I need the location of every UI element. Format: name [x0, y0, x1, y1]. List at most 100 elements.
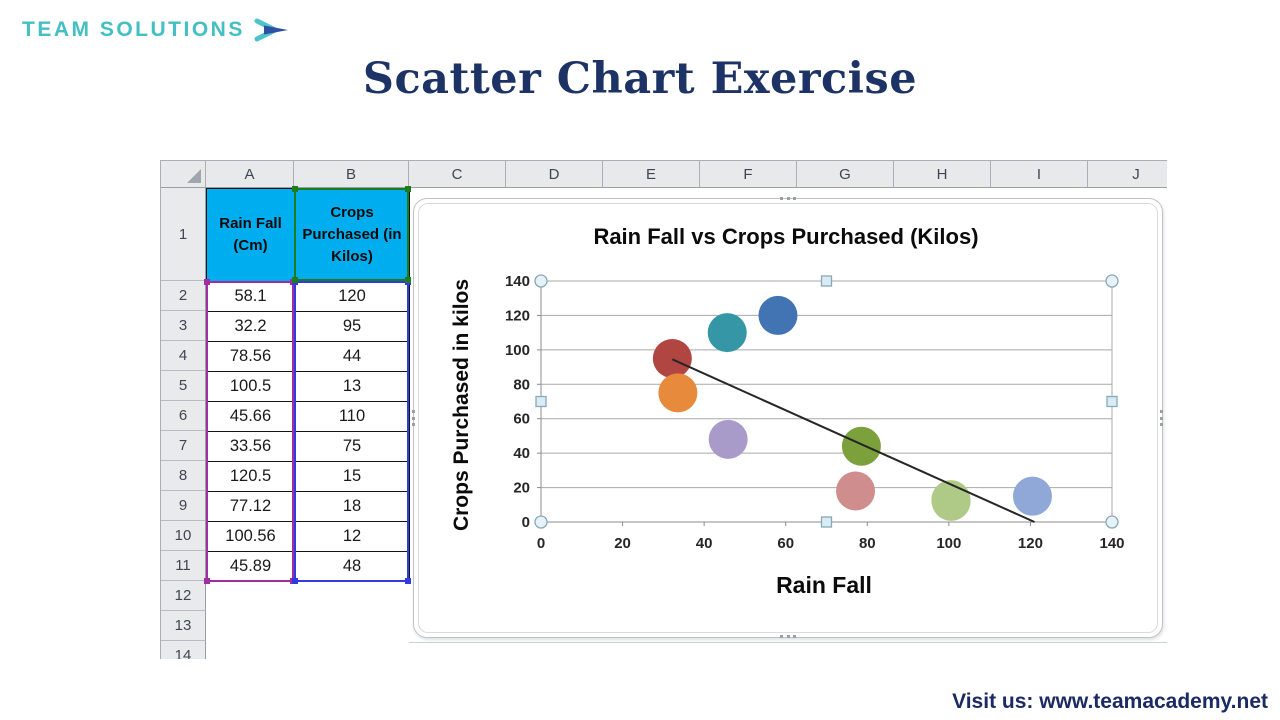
table-cell[interactable]: 15 — [294, 461, 410, 492]
plot-corner-handle[interactable] — [1105, 515, 1119, 529]
row-header-4[interactable]: 4 — [161, 341, 206, 371]
y-tick-label: 100 — [505, 342, 530, 359]
row-header-12[interactable]: 12 — [161, 581, 206, 611]
x-tick-label: 100 — [936, 535, 961, 552]
x-tick-label: 20 — [614, 535, 631, 552]
table-cell[interactable]: 12 — [294, 521, 410, 552]
select-all-triangle-icon — [187, 169, 201, 183]
data-point[interactable] — [841, 426, 881, 466]
table-header-cell[interactable]: Rain Fall (Cm) — [206, 188, 295, 282]
table-cell[interactable]: 48 — [294, 551, 410, 582]
chart-object[interactable]: 0 20 40 60 80 100 120 140 0 20 40 60 80 100 120 140 Rain… — [412, 197, 1164, 639]
data-point[interactable] — [652, 338, 692, 378]
row-header-9[interactable]: 9 — [161, 491, 206, 521]
y-tick-label: 140 — [505, 273, 530, 290]
select-all-corner[interactable] — [161, 161, 206, 188]
table-cell[interactable]: 13 — [294, 371, 410, 402]
data-point[interactable] — [707, 313, 747, 353]
data-point[interactable] — [658, 373, 698, 413]
data-point[interactable] — [708, 419, 748, 459]
row-header-6[interactable]: 6 — [161, 401, 206, 431]
column-header-j[interactable]: J — [1088, 161, 1167, 188]
column-header-e[interactable]: E — [603, 161, 700, 188]
table-cell[interactable]: 18 — [294, 491, 410, 522]
data-point[interactable] — [931, 481, 971, 521]
table-cell[interactable]: 32.2 — [206, 311, 295, 342]
plot-corner-handle[interactable] — [1105, 274, 1119, 288]
scatter-chart[interactable]: 0 20 40 60 80 100 120 140 0 20 40 60 80 100 120 140 Rain… — [414, 199, 1164, 639]
chart-resize-grip-right[interactable] — [1160, 410, 1163, 426]
table-cell[interactable]: 45.89 — [206, 551, 295, 582]
row-header-7[interactable]: 7 — [161, 431, 206, 461]
column-header-d[interactable]: D — [506, 161, 603, 188]
row-header-14[interactable]: 14 — [161, 641, 206, 659]
row-header-11[interactable]: 11 — [161, 551, 206, 581]
y-tick-label: 0 — [522, 514, 530, 531]
row-header-column: 1 2 3 4 5 6 7 8 9 10 11 12 13 14 — [161, 188, 206, 659]
table-cell[interactable]: 120 — [294, 281, 410, 312]
x-axis-title: Rain Fall — [776, 572, 872, 598]
table-cell[interactable]: 58.1 — [206, 281, 295, 312]
table-cell[interactable]: 77.12 — [206, 491, 295, 522]
table-cell[interactable]: 44 — [294, 341, 410, 372]
plot-edge-handle[interactable] — [820, 275, 833, 287]
plot-edge-handle[interactable] — [535, 395, 547, 408]
column-header-i[interactable]: I — [991, 161, 1088, 188]
x-tick-label: 60 — [777, 535, 794, 552]
x-tick-label: 40 — [696, 535, 713, 552]
column-header-h[interactable]: H — [894, 161, 991, 188]
data-point[interactable] — [1012, 476, 1052, 516]
row-header-2[interactable]: 2 — [161, 281, 206, 311]
y-tick-label: 80 — [513, 376, 530, 393]
chart-resize-grip-left[interactable] — [412, 410, 415, 426]
column-header-g[interactable]: G — [797, 161, 894, 188]
trendline[interactable] — [671, 358, 1035, 523]
page-title: Scatter Chart Exercise — [362, 54, 918, 104]
table-cell[interactable]: 100.56 — [206, 521, 295, 552]
data-point[interactable] — [836, 471, 876, 511]
column-header-a[interactable]: A — [206, 161, 294, 188]
table-cell[interactable]: 110 — [294, 401, 410, 432]
table-cell[interactable]: 120.5 — [206, 461, 295, 492]
data-point[interactable] — [758, 295, 798, 335]
column-header-b[interactable]: B — [294, 161, 409, 188]
brand-logo: TEAM SOLUTIONS — [22, 14, 293, 46]
brand-name: TEAM SOLUTIONS — [22, 18, 245, 41]
table-cell[interactable]: 95 — [294, 311, 410, 342]
table-cell[interactable]: 100.5 — [206, 371, 295, 402]
x-tick-label: 140 — [1099, 535, 1124, 552]
y-tick-label: 60 — [513, 411, 530, 428]
table-cell[interactable]: 33.56 — [206, 431, 295, 462]
sheet-gridline — [409, 642, 1167, 643]
footer-link: Visit us: www.teamacademy.net — [952, 690, 1268, 713]
column-header-c[interactable]: C — [409, 161, 506, 188]
plot-edge-handle[interactable] — [1106, 395, 1118, 408]
y-tick-label: 120 — [505, 307, 530, 324]
chart-resize-grip-bottom[interactable] — [780, 635, 796, 638]
row-header-3[interactable]: 3 — [161, 311, 206, 341]
table-header-cell[interactable]: Crops Purchased (in Kilos) — [294, 188, 410, 282]
x-tick-label: 80 — [859, 535, 876, 552]
column-header-f[interactable]: F — [700, 161, 797, 188]
table-cell[interactable]: 75 — [294, 431, 410, 462]
brand-arrow-icon — [254, 18, 288, 42]
row-header-8[interactable]: 8 — [161, 461, 206, 491]
chart-resize-grip-top[interactable] — [780, 197, 796, 200]
row-header-10[interactable]: 10 — [161, 521, 206, 551]
plot-edge-handle[interactable] — [820, 516, 833, 528]
plot-corner-handle[interactable] — [534, 515, 548, 529]
y-axis-title: Crops Purchased in kilos — [450, 279, 473, 531]
row-header-1[interactable]: 1 — [161, 188, 206, 281]
chart-title: Rain Fall vs Crops Purchased (Kilos) — [593, 224, 978, 249]
plot-corner-handle[interactable] — [534, 274, 548, 288]
data-table: Rain Fall (Cm) Crops Purchased (in Kilos)… — [206, 188, 410, 582]
row-header-13[interactable]: 13 — [161, 611, 206, 641]
row-header-5[interactable]: 5 — [161, 371, 206, 401]
table-cell[interactable]: 78.56 — [206, 341, 295, 372]
y-tick-label: 40 — [513, 445, 530, 462]
x-tick-label: 120 — [1018, 535, 1043, 552]
table-cell[interactable]: 45.66 — [206, 401, 295, 432]
